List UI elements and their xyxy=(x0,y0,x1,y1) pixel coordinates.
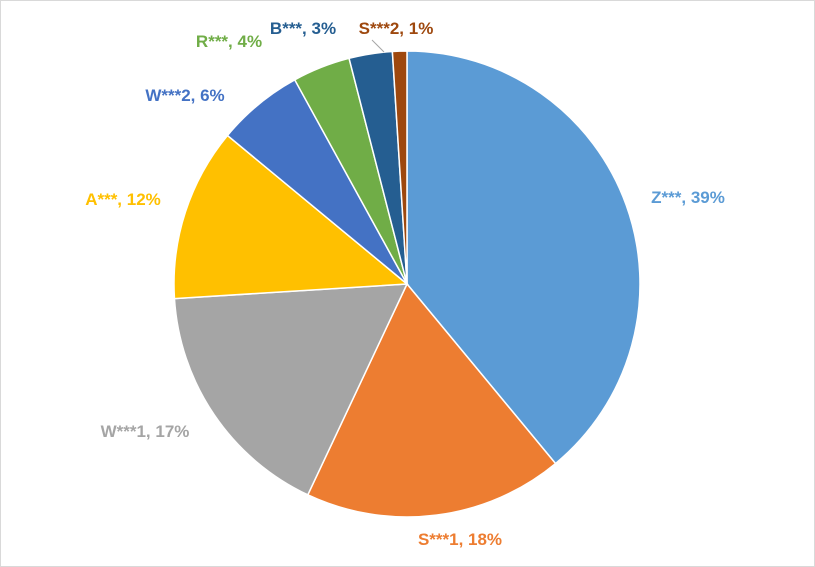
data-label-w1: W***1, 17% xyxy=(101,422,190,441)
leader-line xyxy=(371,39,385,53)
data-label-w2: W***2, 6% xyxy=(145,86,224,105)
data-labels: Z***, 39% S***1, 18% W***1, 17% A***, 12% W*… xyxy=(85,19,725,549)
data-label-b: B***, 3% xyxy=(270,19,336,38)
data-label-a: A***, 12% xyxy=(85,190,161,209)
pie-slice-a xyxy=(173,134,409,300)
pie-slice-z xyxy=(406,50,641,465)
pie-slice-w1 xyxy=(173,283,409,496)
data-label-r: R***, 4% xyxy=(196,32,262,51)
pie-slices xyxy=(173,50,641,518)
data-label-s2: S***2, 1% xyxy=(359,19,434,38)
data-label-s1: S***1, 18% xyxy=(418,530,502,549)
pie-slice-s2 xyxy=(391,50,408,285)
data-label-z: Z***, 39% xyxy=(651,188,725,207)
leader-lines xyxy=(371,39,385,53)
pie-slice-s1 xyxy=(306,282,557,518)
